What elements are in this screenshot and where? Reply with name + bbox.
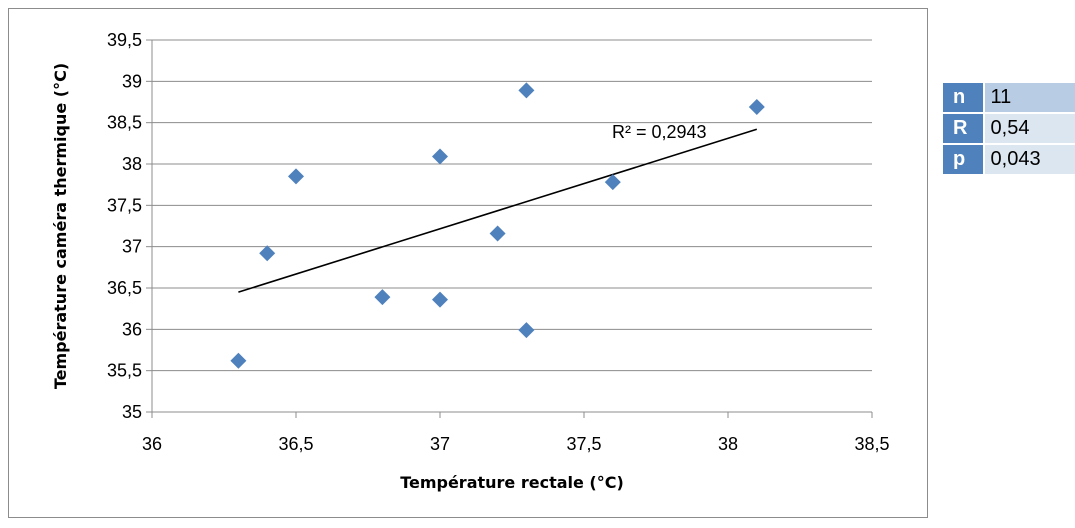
y-tick-label: 36,5 — [107, 278, 142, 298]
data-point — [604, 174, 621, 191]
x-tick-label: 38,5 — [854, 434, 889, 454]
stats-row-n: n 11 — [943, 83, 1075, 112]
data-point — [748, 98, 765, 115]
x-tick-label: 38 — [718, 434, 738, 454]
x-tick-label: 37 — [430, 434, 450, 454]
stats-value: 0,54 — [982, 114, 1075, 143]
stats-row-p: p 0,043 — [943, 145, 1075, 174]
data-point — [518, 82, 535, 99]
data-point — [432, 291, 448, 308]
data-point — [230, 352, 247, 369]
y-tick-label: 37,5 — [107, 195, 142, 215]
y-tick-label: 39 — [122, 71, 142, 91]
y-tick-label: 38,5 — [107, 113, 142, 133]
stats-key: n — [943, 83, 983, 112]
y-axis-title: Température caméra thermique (°C) — [51, 63, 70, 389]
stats-value: 0,043 — [982, 145, 1075, 174]
data-point — [374, 289, 391, 306]
x-tick-label: 36 — [142, 434, 162, 454]
y-tick-label: 36 — [122, 319, 142, 339]
data-point — [518, 322, 535, 339]
tick-labels: 35 35,5 36 36,5 37 37,5 38 38,5 39 39,5 36 36,5 37 37… — [107, 30, 890, 454]
y-tick-label: 38 — [122, 154, 142, 174]
stats-key: R — [943, 114, 983, 143]
stats-key: p — [943, 145, 983, 174]
stats-row-r: R 0,54 — [943, 114, 1075, 143]
trendline-line — [238, 128, 758, 293]
chart-frame — [8, 8, 928, 518]
y-tick-label: 39,5 — [107, 30, 142, 50]
x-tick-label: 36,5 — [278, 434, 313, 454]
trendline — [238, 128, 758, 293]
data-points — [230, 82, 765, 369]
axes — [146, 39, 873, 418]
data-point — [432, 148, 448, 165]
grid-lines — [152, 39, 872, 413]
data-point — [259, 245, 276, 262]
stats-table: n 11 R 0,54 p 0,043 — [943, 81, 1075, 176]
stats-value: 11 — [982, 83, 1075, 112]
data-point — [288, 168, 304, 185]
y-tick-label: 37 — [122, 237, 142, 257]
y-tick-label: 35 — [122, 402, 142, 422]
y-tick-label: 35,5 — [107, 361, 142, 381]
x-tick-label: 37,5 — [566, 434, 601, 454]
r-squared-label: R² = 0,2943 — [612, 122, 707, 142]
x-axis-title: Température rectale (°C) — [400, 473, 624, 492]
data-point — [489, 225, 506, 242]
scatter-chart: 35 35,5 36 36,5 37 37,5 38 38,5 39 39,5 36 36,5 37 37… — [51, 30, 890, 492]
